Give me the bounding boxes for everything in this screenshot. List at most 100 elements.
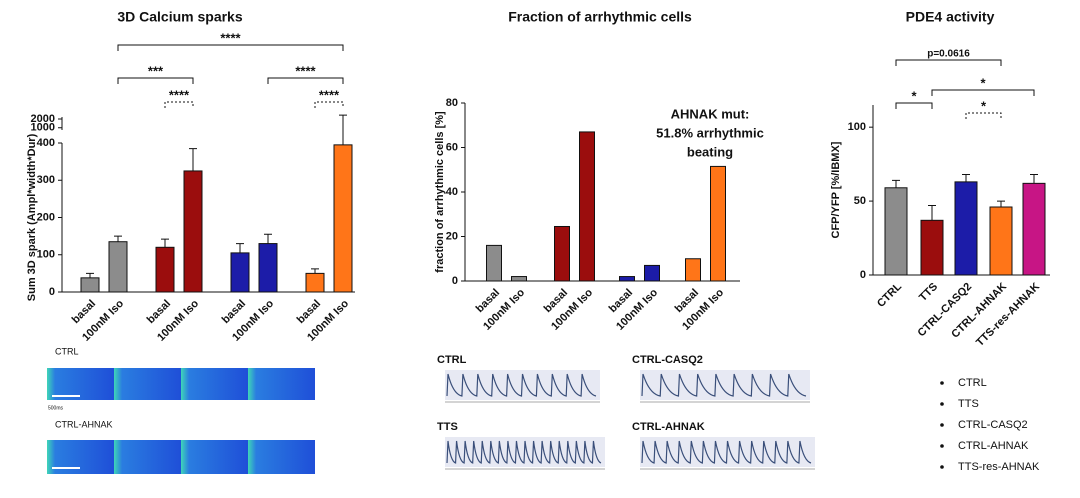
x-tick-label: CTRL [875, 280, 904, 309]
heatmap-top [47, 368, 315, 400]
legend-bullet [940, 465, 944, 469]
y-tick-label: 300 [37, 174, 55, 186]
bar [108, 241, 128, 293]
significance-bracket [895, 102, 933, 109]
bar [685, 258, 701, 282]
legend-label: CTRL [958, 377, 987, 389]
legend-bullet [940, 402, 944, 406]
y-tick-label: 0 [452, 275, 458, 287]
bar [884, 187, 908, 276]
y-tick-label: 2000 [31, 113, 55, 125]
significance-label: p=0.0616 [927, 49, 970, 60]
y-tick-label: 100 [37, 249, 55, 261]
error-bar [892, 179, 900, 188]
significance-bracket [267, 77, 344, 84]
bar [486, 244, 502, 282]
annotation: AHNAK mut: [671, 106, 750, 121]
chart-title: PDE4 activity [906, 9, 995, 25]
annotation: 51.8% arrhythmic [656, 125, 764, 140]
trace-label: CTRL [437, 354, 467, 366]
error-bar [1030, 173, 1038, 184]
error-bar [962, 173, 970, 182]
bar [1022, 182, 1046, 276]
bar [619, 276, 635, 282]
significance-label: * [981, 98, 987, 113]
bar [258, 243, 278, 293]
legend-bullet [940, 381, 944, 385]
y-axis-label: fraction of arrhythmic cells [%] [434, 111, 446, 273]
bar [644, 264, 660, 282]
x-tick-label: TTS-res-AHNAK [974, 281, 1042, 349]
significance-bracket [164, 101, 194, 108]
bar [80, 277, 100, 293]
calcium-trace [641, 440, 812, 464]
error-bar [997, 200, 1005, 207]
significance-label: * [911, 88, 917, 103]
y-axis-label: Sum 3D spark (Ampl*width*Dur) [26, 133, 38, 301]
y-tick-label: 1000 [31, 122, 55, 134]
bar [333, 144, 353, 293]
chart-title: 3D Calcium sparks [117, 9, 242, 25]
bar [710, 165, 726, 282]
y-tick-label: 400 [37, 137, 55, 149]
significance-bracket [117, 44, 344, 51]
error-bar [189, 148, 197, 171]
significance-bracket [931, 89, 1035, 96]
heatmap-label: CTRL-AHNAK [55, 419, 113, 429]
error-bar [339, 114, 347, 145]
heatmap-bottom [47, 440, 315, 474]
legend-bullet [940, 423, 944, 427]
annotation: beating [687, 144, 733, 159]
y-tick-label: 100 [848, 121, 866, 133]
error-bar [928, 205, 936, 221]
significance-label: **** [169, 87, 190, 102]
legend-label: TTS-res-AHNAK [958, 461, 1040, 473]
calcium-trace [641, 373, 807, 397]
error-bar [264, 233, 272, 244]
bar [155, 246, 175, 293]
error-bar [161, 238, 169, 248]
heatmap-label: CTRL [55, 346, 79, 356]
legend-bullet [940, 444, 944, 448]
x-tick-label: TTS [917, 281, 940, 304]
bar [579, 131, 595, 282]
bar [511, 276, 527, 282]
trace-label: CTRL-AHNAK [632, 421, 705, 433]
trace-label: TTS [437, 421, 458, 433]
y-tick-label: 40 [446, 186, 458, 198]
calcium-trace [446, 373, 597, 397]
y-tick-label: 80 [446, 97, 458, 109]
significance-label: *** [148, 63, 164, 78]
significance-label: **** [295, 63, 316, 78]
chart-title: Fraction of arrhythmic cells [508, 9, 692, 25]
bar [954, 181, 978, 276]
bar [183, 170, 203, 293]
significance-bracket [965, 112, 1002, 119]
bar [230, 252, 250, 293]
bar [305, 272, 325, 293]
y-tick-label: 0 [860, 269, 866, 281]
error-bar [86, 272, 94, 278]
bar [920, 219, 944, 276]
legend-label: CTRL-CASQ2 [958, 419, 1028, 431]
calcium-trace [446, 440, 602, 464]
significance-bracket [117, 77, 194, 84]
error-bar [114, 235, 122, 242]
y-tick-label: 20 [446, 230, 458, 242]
y-tick-label: 200 [37, 211, 55, 223]
trace-label: CTRL-CASQ2 [632, 354, 703, 366]
significance-label: * [980, 75, 986, 90]
significance-bracket [895, 59, 1002, 66]
legend-label: TTS [958, 398, 979, 410]
y-tick-label: 60 [446, 141, 458, 153]
y-tick-label: 0 [49, 286, 55, 298]
error-bar [311, 268, 319, 274]
y-axis-label: CFP/YFP [%/IBMX] [830, 141, 842, 238]
bar [989, 206, 1013, 276]
significance-label: **** [319, 87, 340, 102]
scale-label: 500ms [48, 405, 64, 411]
significance-label: **** [220, 30, 241, 45]
legend-label: CTRL-AHNAK [958, 440, 1029, 452]
significance-bracket [314, 101, 344, 108]
